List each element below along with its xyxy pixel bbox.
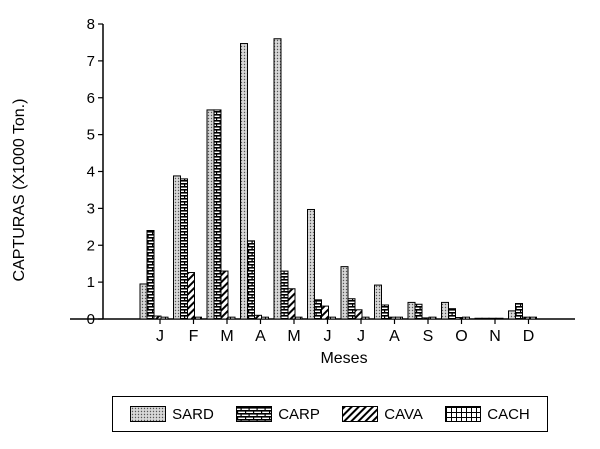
x-axis-label-wrap: Meses	[0, 350, 600, 368]
legend-label-cava: CAVA	[384, 405, 423, 423]
bar-cach	[428, 316, 437, 320]
y-tick-label: 3	[87, 200, 95, 217]
x-tick-label: N	[489, 328, 501, 345]
bar-cach	[529, 316, 537, 320]
bar-carp	[213, 109, 222, 320]
bar-sard	[206, 109, 215, 320]
bar-carp	[180, 178, 188, 320]
bar-cach	[462, 316, 470, 320]
bar-cava	[321, 305, 329, 320]
bar-cach	[227, 316, 236, 320]
x-tick-label: A	[389, 328, 400, 345]
bar-carp	[314, 299, 322, 320]
x-tick-label: D	[523, 328, 535, 345]
x-tick-label: A	[255, 328, 266, 345]
x-tick-label: M	[287, 328, 300, 345]
bar-cach	[160, 316, 169, 320]
bar-carp	[414, 303, 423, 320]
bar-carp	[515, 303, 523, 320]
bar-sard	[173, 175, 181, 320]
bar-cava	[522, 316, 530, 320]
legend: SARD CARP CAVA CACH	[112, 396, 548, 432]
bar-cach	[194, 316, 202, 320]
legend-swatch-pattern	[343, 407, 378, 421]
legend-swatch-pattern	[446, 407, 481, 421]
bar-cava	[254, 314, 262, 320]
bar-cach	[328, 316, 336, 320]
bar-sard	[407, 301, 416, 320]
bar-carp	[280, 270, 289, 320]
bar-cach	[361, 316, 370, 320]
y-tick-label: 5	[87, 127, 95, 144]
y-tick-label: 4	[87, 164, 95, 181]
bar-sard	[307, 208, 315, 320]
bar-cava	[354, 309, 363, 320]
bar-sard	[340, 266, 349, 320]
bar-sard	[474, 317, 483, 320]
x-tick-label: M	[220, 328, 233, 345]
bar-cava	[455, 317, 463, 320]
bar-cava	[187, 272, 195, 320]
bar-carp	[481, 317, 490, 320]
legend-swatch-pattern	[131, 407, 166, 421]
bar-carp	[247, 240, 255, 320]
bar-cava	[388, 316, 396, 320]
bar-sard	[508, 310, 516, 320]
x-tick-label: J	[156, 328, 164, 345]
tick-labels: 0 1 2 3 4 5 6 7 8 J F M A M J J A S O N D	[87, 16, 535, 345]
legend-swatch-pattern	[237, 407, 272, 421]
bar-carp	[347, 298, 356, 320]
y-tick-label: 7	[87, 53, 95, 70]
bar-cach	[261, 316, 269, 320]
legend-swatch-carp	[236, 406, 273, 422]
x-tick-label: J	[357, 328, 365, 345]
bar-cach	[395, 316, 403, 320]
legend-item-sard: SARD	[130, 406, 214, 423]
bar-cach	[495, 317, 504, 320]
x-tick-label: J	[324, 328, 332, 345]
legend-swatch-cach	[445, 406, 482, 422]
bar-cava	[287, 288, 296, 320]
legend-label-carp: CARP	[278, 405, 320, 423]
legend-label-sard: SARD	[172, 405, 214, 423]
bar-cava	[421, 317, 430, 320]
x-tick-label: O	[455, 328, 467, 345]
bar-cava	[220, 270, 229, 320]
x-tick-label: F	[189, 328, 199, 345]
y-axis-label: CAPTURAS (X1000 Ton.)	[11, 98, 28, 282]
bar-sard	[374, 284, 382, 320]
y-tick-label: 1	[87, 274, 95, 291]
bar-cach	[294, 316, 303, 320]
bar-carp	[448, 308, 456, 320]
bar-sard	[139, 283, 148, 320]
legend-item-cach: CACH	[445, 406, 530, 423]
x-axis-label: Meses	[320, 350, 368, 367]
legend-item-carp: CARP	[236, 406, 320, 423]
x-tick-label: S	[423, 328, 434, 345]
bar-carp	[146, 230, 155, 320]
y-tick-label: 8	[87, 16, 95, 33]
legend-swatch-sard	[130, 406, 167, 422]
legend-item-cava: CAVA	[342, 406, 423, 423]
bars	[139, 38, 537, 320]
y-tick-label: 0	[87, 311, 95, 328]
legend-label-cach: CACH	[487, 405, 530, 423]
bar-sard	[273, 38, 282, 320]
legend-swatch-cava	[342, 406, 379, 422]
bar-carp	[381, 304, 389, 320]
bar-cava	[153, 315, 162, 320]
bar-sard	[441, 301, 449, 320]
bar-cava	[488, 317, 497, 320]
y-tick-label: 2	[87, 237, 95, 254]
axes	[70, 23, 575, 324]
bar-sard	[240, 43, 248, 320]
y-tick-label: 6	[87, 90, 95, 107]
